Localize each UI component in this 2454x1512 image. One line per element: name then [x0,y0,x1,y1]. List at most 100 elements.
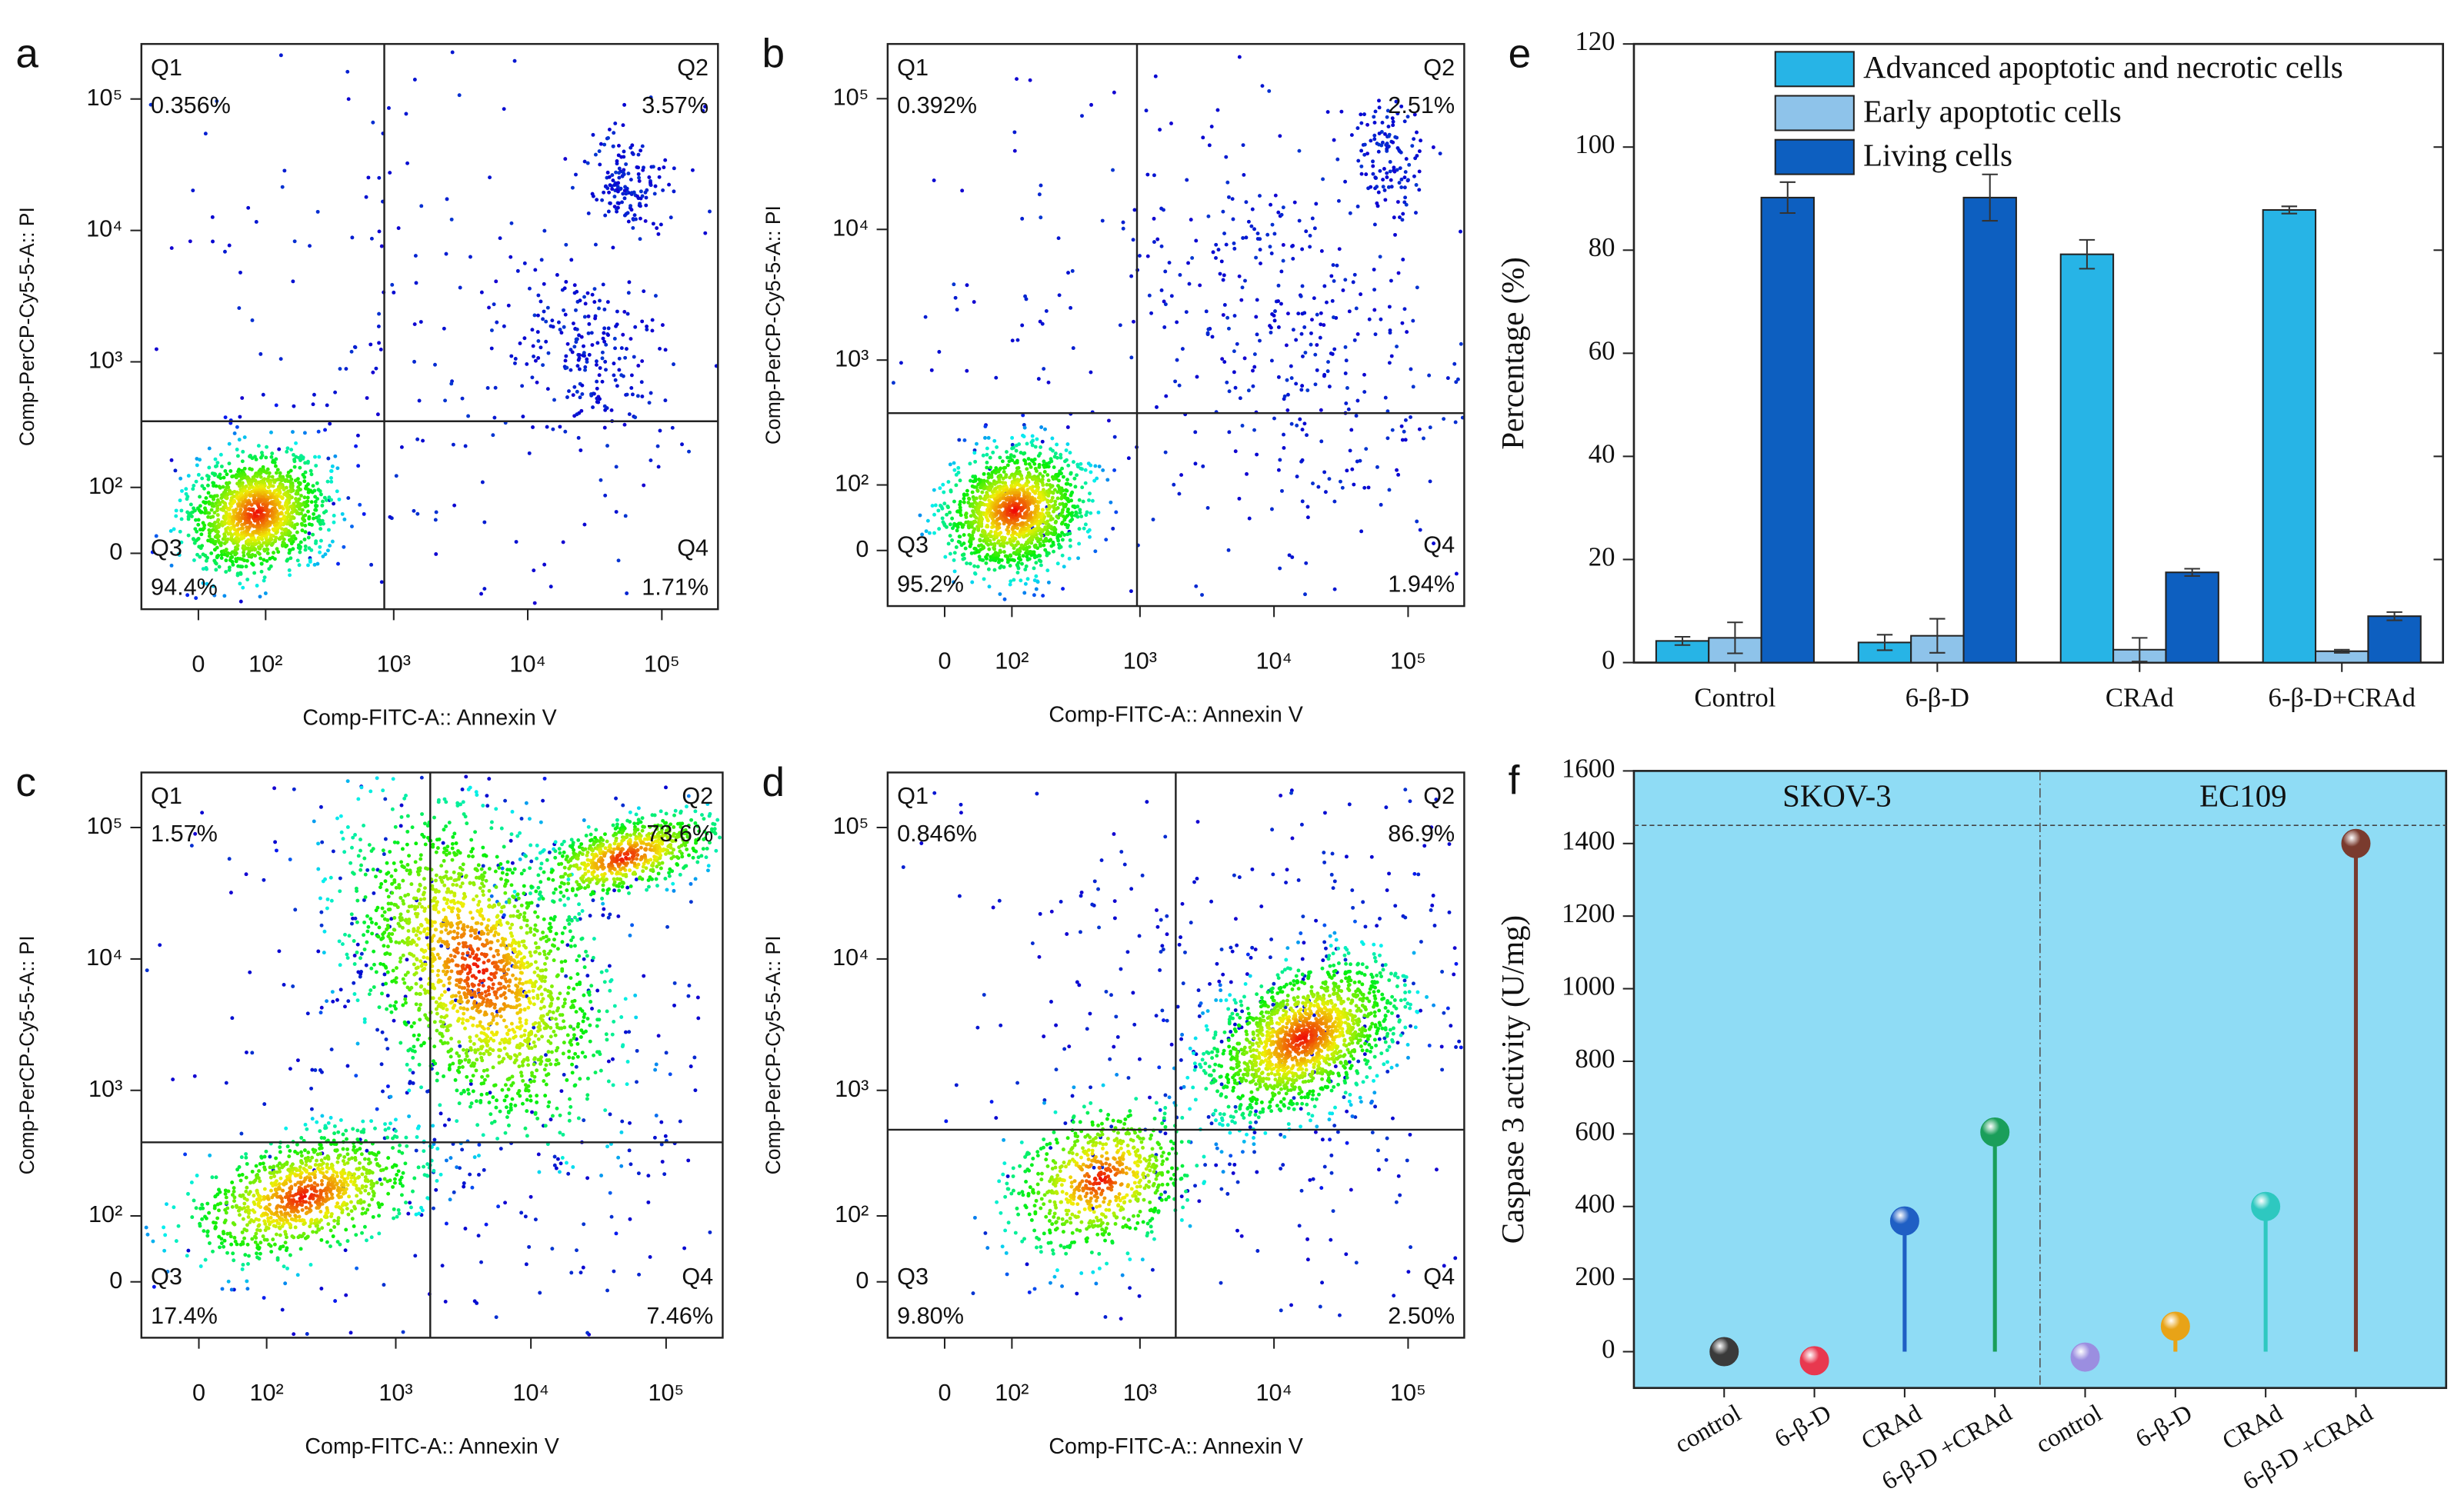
event-dot [433,362,437,367]
event-dot [1278,458,1282,462]
event-dot [442,326,446,331]
event-dot [288,548,292,552]
event-dot [168,528,173,533]
event-dot [238,508,243,512]
event-dot [642,165,645,170]
event-dot [646,1200,651,1204]
event-dot [485,386,490,390]
event-dot [581,1265,585,1270]
event-dot [703,105,708,109]
event-dot [606,326,611,331]
event-dot [412,322,417,327]
event-dot [687,449,691,454]
event-dot [588,832,593,837]
event-dot [169,246,174,251]
event-dot [558,328,562,331]
event-dot [952,558,956,562]
event-dot [1039,563,1043,568]
event-dot [468,1104,472,1109]
event-dot [1055,515,1059,518]
event-dot [1014,443,1019,448]
event-dot [611,144,615,148]
event-dot [628,820,632,824]
event-dot [292,787,296,791]
event-dot [692,1055,697,1060]
event-dot [1289,421,1294,426]
event-dot [211,239,215,244]
event-dot [1252,365,1257,369]
event-dot [211,1249,215,1254]
event-dot [333,454,338,458]
event-dot [330,990,335,994]
event-dot [625,591,629,595]
event-dot [378,1177,382,1182]
event-dot [1052,465,1056,470]
event-dot [1387,305,1392,309]
event-dot [653,1067,658,1072]
event-dot [280,531,285,535]
event-dot [200,1217,205,1221]
event-dot [192,1198,196,1203]
event-dot [533,358,538,363]
event-dot [212,593,217,598]
event-dot [503,1131,508,1135]
event-dot [1221,313,1225,317]
event-dot [625,392,629,397]
event-dot [617,166,622,171]
event-dot [512,889,517,894]
event-dot [958,535,962,539]
event-dot [985,452,989,457]
event-dot [654,877,659,881]
event-dot [1045,568,1050,573]
event-dot [325,897,330,901]
event-dot [1417,188,1422,192]
event-dot [1285,392,1290,397]
event-dot [1179,473,1184,478]
event-dot [602,339,607,344]
event-dot [638,237,642,241]
event-dot [352,345,357,349]
event-dot [653,294,658,298]
event-dot [1269,330,1273,335]
event-dot [585,360,589,365]
event-dot [228,469,233,473]
event-dot [962,552,966,557]
event-dot [613,346,617,351]
event-dot [392,1018,396,1023]
event-dot [1065,478,1069,482]
event-dot [627,1030,632,1034]
event-dot [498,1109,502,1114]
event-dot [295,1058,300,1063]
event-dot [257,540,262,545]
event-dot [404,1135,408,1140]
event-dot [1310,318,1314,322]
event-dot [542,870,546,874]
event-dot [591,194,595,198]
event-dot [538,1291,542,1295]
event-dot [625,885,630,890]
event-dot [238,599,243,604]
event-dot [206,538,211,543]
event-dot [326,456,331,461]
event-dot [602,331,606,335]
event-dot [346,496,351,501]
event-dot [369,1119,374,1124]
event-dot [214,1175,218,1180]
event-dot [1327,385,1332,389]
event-dot [1300,384,1305,388]
event-dot [619,1130,624,1134]
event-dot [1012,578,1016,582]
event-dot [396,226,401,231]
event-dot [280,185,285,189]
event-dot [1299,294,1303,298]
event-dot [298,458,302,463]
event-dot [635,194,639,198]
event-dot [579,335,584,339]
event-dot [553,849,558,854]
event-dot [402,796,407,801]
event-dot [1233,449,1238,454]
event-dot [355,1266,359,1271]
event-dot [162,1225,166,1230]
event-dot [1285,408,1290,412]
event-dot [348,1330,353,1335]
